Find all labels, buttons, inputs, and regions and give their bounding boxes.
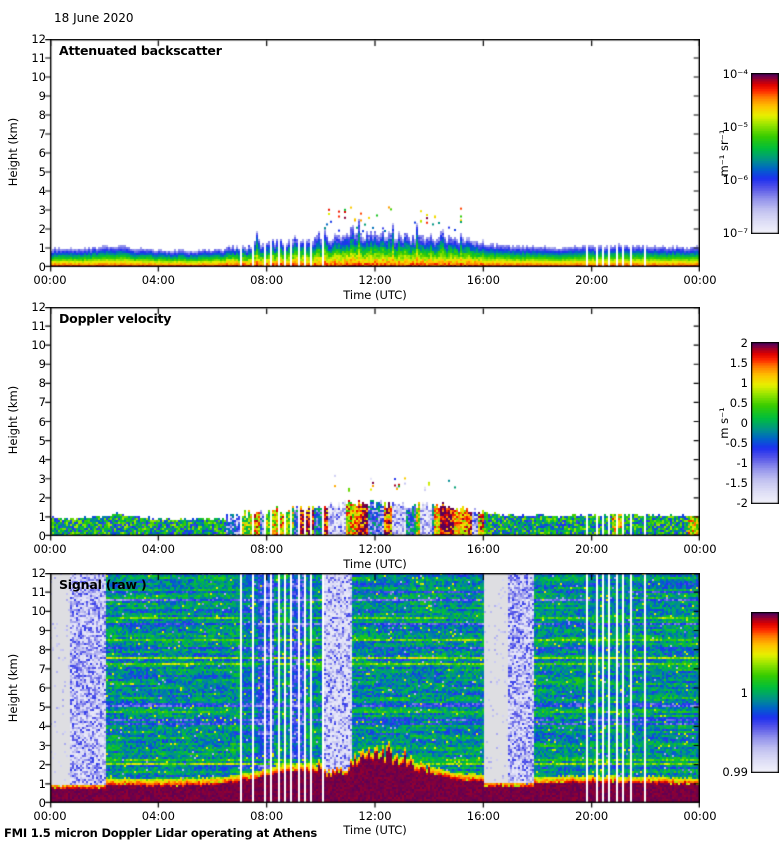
colorbar-tick-label: 10⁻⁴ <box>722 67 748 81</box>
backscatter-colorbar-unit: m⁻¹ sr⁻¹ <box>717 129 731 177</box>
backscatter-heatmap <box>44 39 700 273</box>
y-tick-label: 2 <box>38 222 46 236</box>
x-tick-label: 12:00 <box>358 542 392 556</box>
x-tick-label: 00:00 <box>683 809 717 823</box>
x-tick-label: 12:00 <box>358 809 392 823</box>
colorbar-tick-label: -2 <box>736 496 748 510</box>
y-tick-label: 0 <box>38 529 46 543</box>
backscatter-colorbar <box>751 73 779 234</box>
panel-title-backscatter: Attenuated backscatter <box>59 43 222 58</box>
y-tick-label: 2 <box>38 490 46 505</box>
y-tick-label: 8 <box>38 376 46 391</box>
y-tick-label: 4 <box>38 452 46 467</box>
y-tick-label: 5 <box>38 165 46 179</box>
x-tick-label: 16:00 <box>466 273 500 287</box>
x-tick-label: 04:00 <box>141 542 175 556</box>
velocity-colorbar <box>751 342 779 504</box>
x-tick-label: 12:00 <box>358 273 392 287</box>
y-tick-label: 12 <box>31 300 46 314</box>
signal-colorbar <box>751 612 779 773</box>
colorbar-tick-label: -1.5 <box>725 476 748 490</box>
y-tick-label: 12 <box>31 566 46 580</box>
colorbar-tick-label: 10⁻⁵ <box>722 119 748 134</box>
colorbar-tick-label: 0.99 <box>722 765 748 779</box>
colorbar-tick-label: 0 <box>740 416 748 430</box>
x-axis-label-velocity: Time (UTC) <box>343 557 407 571</box>
x-tick-label: 08:00 <box>250 809 284 823</box>
x-tick-label: 16:00 <box>466 809 500 823</box>
x-tick-label: 08:00 <box>250 542 284 556</box>
y-tick-label: 4 <box>38 184 46 198</box>
y-tick-label: 5 <box>38 433 46 448</box>
velocity-heatmap <box>44 307 700 542</box>
x-tick-label: 00:00 <box>683 542 717 556</box>
y-tick-label: 5 <box>38 700 46 715</box>
y-tick-label: 1 <box>38 776 46 791</box>
y-tick-label: 0 <box>38 796 46 810</box>
y-tick-label: 11 <box>31 319 46 334</box>
y-tick-label: 7 <box>38 395 46 410</box>
y-tick-label: 2 <box>38 757 46 772</box>
figure-footer: FMI 1.5 micron Doppler Lidar operating a… <box>4 826 318 840</box>
y-tick-label: 4 <box>38 719 46 734</box>
colorbar-tick-label: 1 <box>740 685 748 700</box>
colorbar-tick-label: 1.5 <box>729 356 748 370</box>
colorbar-tick-label: -0.5 <box>725 436 748 450</box>
x-tick-label: 16:00 <box>466 542 500 556</box>
colorbar-tick-label: -1 <box>736 456 748 470</box>
colorbar-tick-label: 2 <box>740 336 748 350</box>
figure-date: 18 June 2020 <box>54 11 134 25</box>
y-tick-label: 7 <box>38 661 46 676</box>
y-tick-label: 11 <box>31 585 46 600</box>
y-tick-label: 7 <box>38 127 46 141</box>
y-tick-label: 1 <box>38 509 46 524</box>
y-tick-label: 9 <box>38 357 46 372</box>
x-tick-label: 00:00 <box>33 273 67 287</box>
y-tick-label: 6 <box>38 414 46 429</box>
y-tick-label: 9 <box>38 89 46 103</box>
x-axis-label-signal: Time (UTC) <box>343 823 407 837</box>
signal-heatmap <box>44 573 700 809</box>
x-tick-label: 00:00 <box>33 809 67 823</box>
panel-title-velocity: Doppler velocity <box>59 311 172 326</box>
x-tick-label: 04:00 <box>141 809 175 823</box>
y-tick-label: 8 <box>38 642 46 657</box>
y-tick-label: 11 <box>31 51 46 65</box>
y-tick-label: 6 <box>38 146 46 160</box>
y-tick-label: 3 <box>38 738 46 753</box>
colorbar-tick-label: 10⁻⁶ <box>722 173 748 187</box>
y-tick-label: 10 <box>31 604 46 619</box>
colorbar-tick-label: 10⁻⁷ <box>722 226 748 240</box>
y-tick-label: 6 <box>38 681 46 695</box>
y-tick-label: 10 <box>31 338 46 353</box>
y-tick-label: 3 <box>38 471 46 486</box>
y-tick-label: 12 <box>31 32 46 46</box>
y-tick-label: 8 <box>38 108 46 122</box>
x-tick-label: 20:00 <box>575 542 609 556</box>
y-tick-label: 0 <box>38 260 46 274</box>
y-tick-label: 3 <box>38 203 46 217</box>
colorbar-tick-label: 1 <box>740 376 748 390</box>
panel-title-signal: Signal (raw ) <box>59 577 147 592</box>
x-tick-label: 20:00 <box>575 809 609 823</box>
colorbar-tick-label: 0.5 <box>729 396 748 410</box>
x-tick-label: 08:00 <box>250 273 284 287</box>
x-tick-label: 00:00 <box>33 542 67 556</box>
x-tick-label: 00:00 <box>683 273 717 287</box>
y-tick-label: 10 <box>31 70 46 84</box>
x-tick-label: 20:00 <box>575 273 609 287</box>
x-tick-label: 04:00 <box>141 273 175 287</box>
x-axis-label-backscatter: Time (UTC) <box>343 288 407 302</box>
y-tick-label: 1 <box>38 241 46 255</box>
y-tick-label: 9 <box>38 623 46 638</box>
